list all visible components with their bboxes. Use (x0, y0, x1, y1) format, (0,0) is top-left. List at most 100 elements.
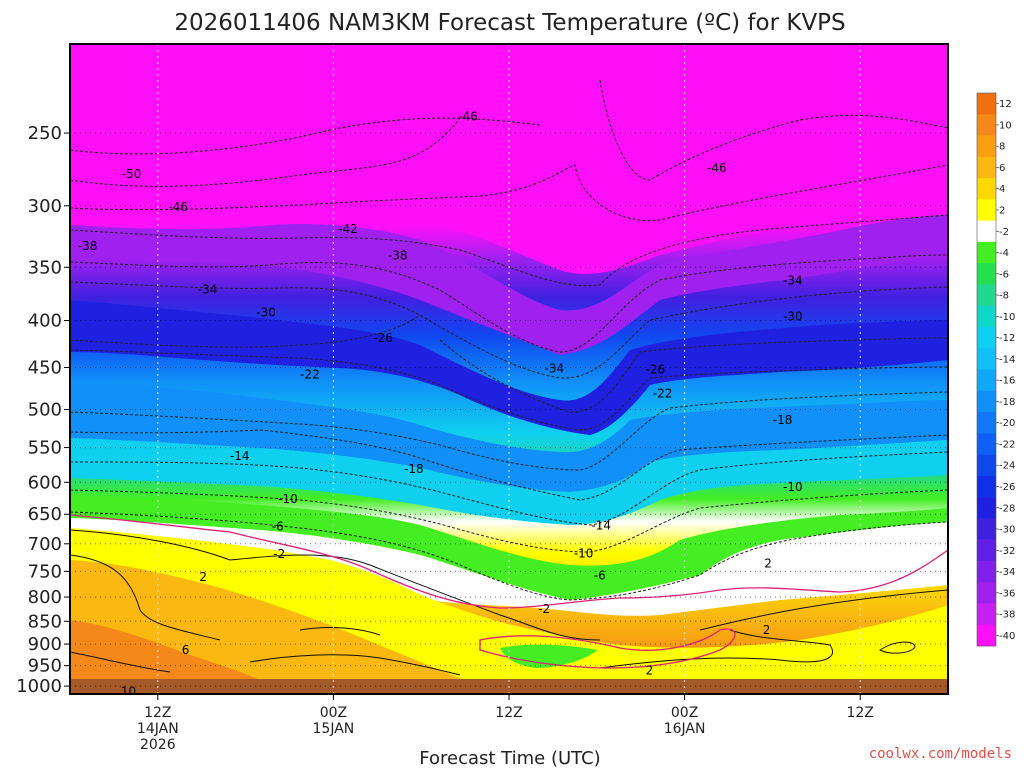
band-mid-blue (70, 380, 948, 492)
isotherm-minus-6 (70, 489, 948, 553)
colorbar-legend: 12 10 8 6 4 2 -2 -4 -6 -8 -10 -12 -14 -16 -18 -20 -22 -24… (976, 92, 1015, 647)
contour-label: -10 (574, 546, 594, 560)
colorbar-swatch (977, 390, 996, 413)
band-green-pocket (500, 644, 598, 668)
freezing-level-isotherm (70, 514, 948, 669)
band-orange (70, 620, 280, 694)
contour-label: -34 (783, 274, 803, 288)
isotherm-plus-10 (70, 651, 461, 676)
colorbar-swatch (977, 348, 996, 370)
contour-label: -46 (168, 200, 188, 214)
colorbar-swatch (977, 539, 996, 562)
contour-label: -34 (545, 361, 565, 375)
contour-label: -30 (256, 305, 276, 319)
isotherm-plus-6 (70, 554, 381, 641)
colorbar-label: -24 (999, 461, 1015, 472)
contour-label: -10 (783, 480, 803, 494)
colorbar-label: -18 (999, 397, 1015, 408)
colorbar-swatch (977, 305, 996, 328)
y-tick-label: 1000 (16, 676, 62, 697)
source-credit: coolwx.com/models (869, 746, 1012, 762)
colorbar-label: 12 (999, 99, 1012, 110)
colorbar-swatch (977, 284, 996, 306)
y-tick-label: 550 (28, 438, 62, 459)
isotherm-minus-22 (70, 349, 948, 431)
colorbar-swatch (977, 199, 996, 221)
x-tick-label: 00Z (320, 705, 347, 721)
colorbar-label: -14 (999, 354, 1015, 365)
colorbar-label: -32 (999, 546, 1015, 557)
colorbar-swatch (977, 369, 996, 392)
contour-label: -22 (653, 386, 673, 400)
isotherm-minus-30 (70, 281, 948, 379)
contour-label: 2 (646, 664, 654, 678)
contour-label: 2 (764, 556, 772, 570)
band-cyan (70, 438, 948, 525)
gridlines (70, 44, 948, 694)
x-axis-label: Forecast Time (UTC) (419, 748, 600, 768)
y-tick-label: 300 (28, 196, 62, 217)
colorbar-swatch (977, 93, 996, 115)
isotherm-minus-26 (70, 314, 948, 413)
colorbar-label: -16 (999, 376, 1015, 387)
contour-label: -18 (404, 462, 424, 476)
contour-label: -14 (230, 449, 250, 463)
colorbar-label: -40 (999, 631, 1015, 642)
contour-label: -10 (278, 492, 298, 506)
y-tick-label: 850 (28, 611, 62, 632)
colorbar-swatch (977, 454, 996, 477)
contour-label: -18 (773, 413, 793, 427)
y-tick-label: 900 (28, 634, 62, 655)
colorbar-label: 2 (999, 205, 1005, 216)
zero-c-isotherm (70, 514, 948, 609)
y-tick-label: 600 (28, 472, 62, 493)
colorbar-swatch (977, 582, 996, 604)
isotherm-minus-46 (70, 79, 948, 187)
isotherm-minus-14 (70, 429, 948, 501)
contour-label: 2 (199, 570, 207, 584)
contour-label: -46 (707, 161, 727, 175)
contour-label: -50 (122, 167, 142, 181)
colorbar-swatch (977, 433, 996, 455)
band-deep-blue (70, 300, 948, 435)
isotherm-minus-42 (70, 164, 948, 222)
contour-label: 6 (182, 643, 190, 657)
colorbar-label: -12 (999, 333, 1015, 344)
contour-label: -2 (538, 602, 550, 616)
y-tick-label: 650 (28, 504, 62, 525)
x-tick-label: 12Z (144, 705, 171, 721)
x-tick-label: 12Z (846, 705, 873, 721)
contour-label: -34 (198, 282, 218, 296)
colorbar-swatch (977, 624, 996, 647)
colorbar-swatch (977, 412, 996, 434)
contour-label: -6 (272, 519, 284, 533)
contour-label: -42 (338, 222, 358, 236)
y-tick-label: 350 (28, 257, 62, 278)
chart-title: 2026011406 NAM3KM Forecast Temperature (… (174, 10, 845, 36)
colorbar-swatch (977, 220, 996, 243)
colorbar-swatch (977, 156, 996, 179)
colorbar-swatch (977, 114, 996, 136)
colorbar-swatch (977, 475, 996, 498)
isotherm-plus-2-cell (879, 641, 916, 654)
band-violet (70, 215, 948, 355)
colorbar-label: 8 (999, 142, 1005, 153)
colorbar-swatch (977, 241, 996, 264)
colorbar-label: -26 (999, 482, 1015, 493)
y-tick-label: 500 (28, 400, 62, 421)
x-tick-label: 15JAN (313, 721, 355, 737)
contour-label: 2 (763, 623, 771, 637)
colorbar-label: -34 (999, 567, 1015, 578)
contour-label: -38 (388, 249, 408, 263)
colorbar-swatch (977, 263, 996, 285)
colorbar-label: -4 (999, 248, 1009, 259)
zero-c-isotherm-pocket (479, 628, 736, 669)
contour-label: -26 (373, 331, 393, 345)
contour-label: -30 (783, 310, 803, 324)
contour-label: -6 (594, 569, 606, 583)
y-tick-label: 700 (28, 534, 62, 555)
contour-label: -26 (646, 362, 666, 376)
contour-label: -14 (591, 519, 611, 533)
